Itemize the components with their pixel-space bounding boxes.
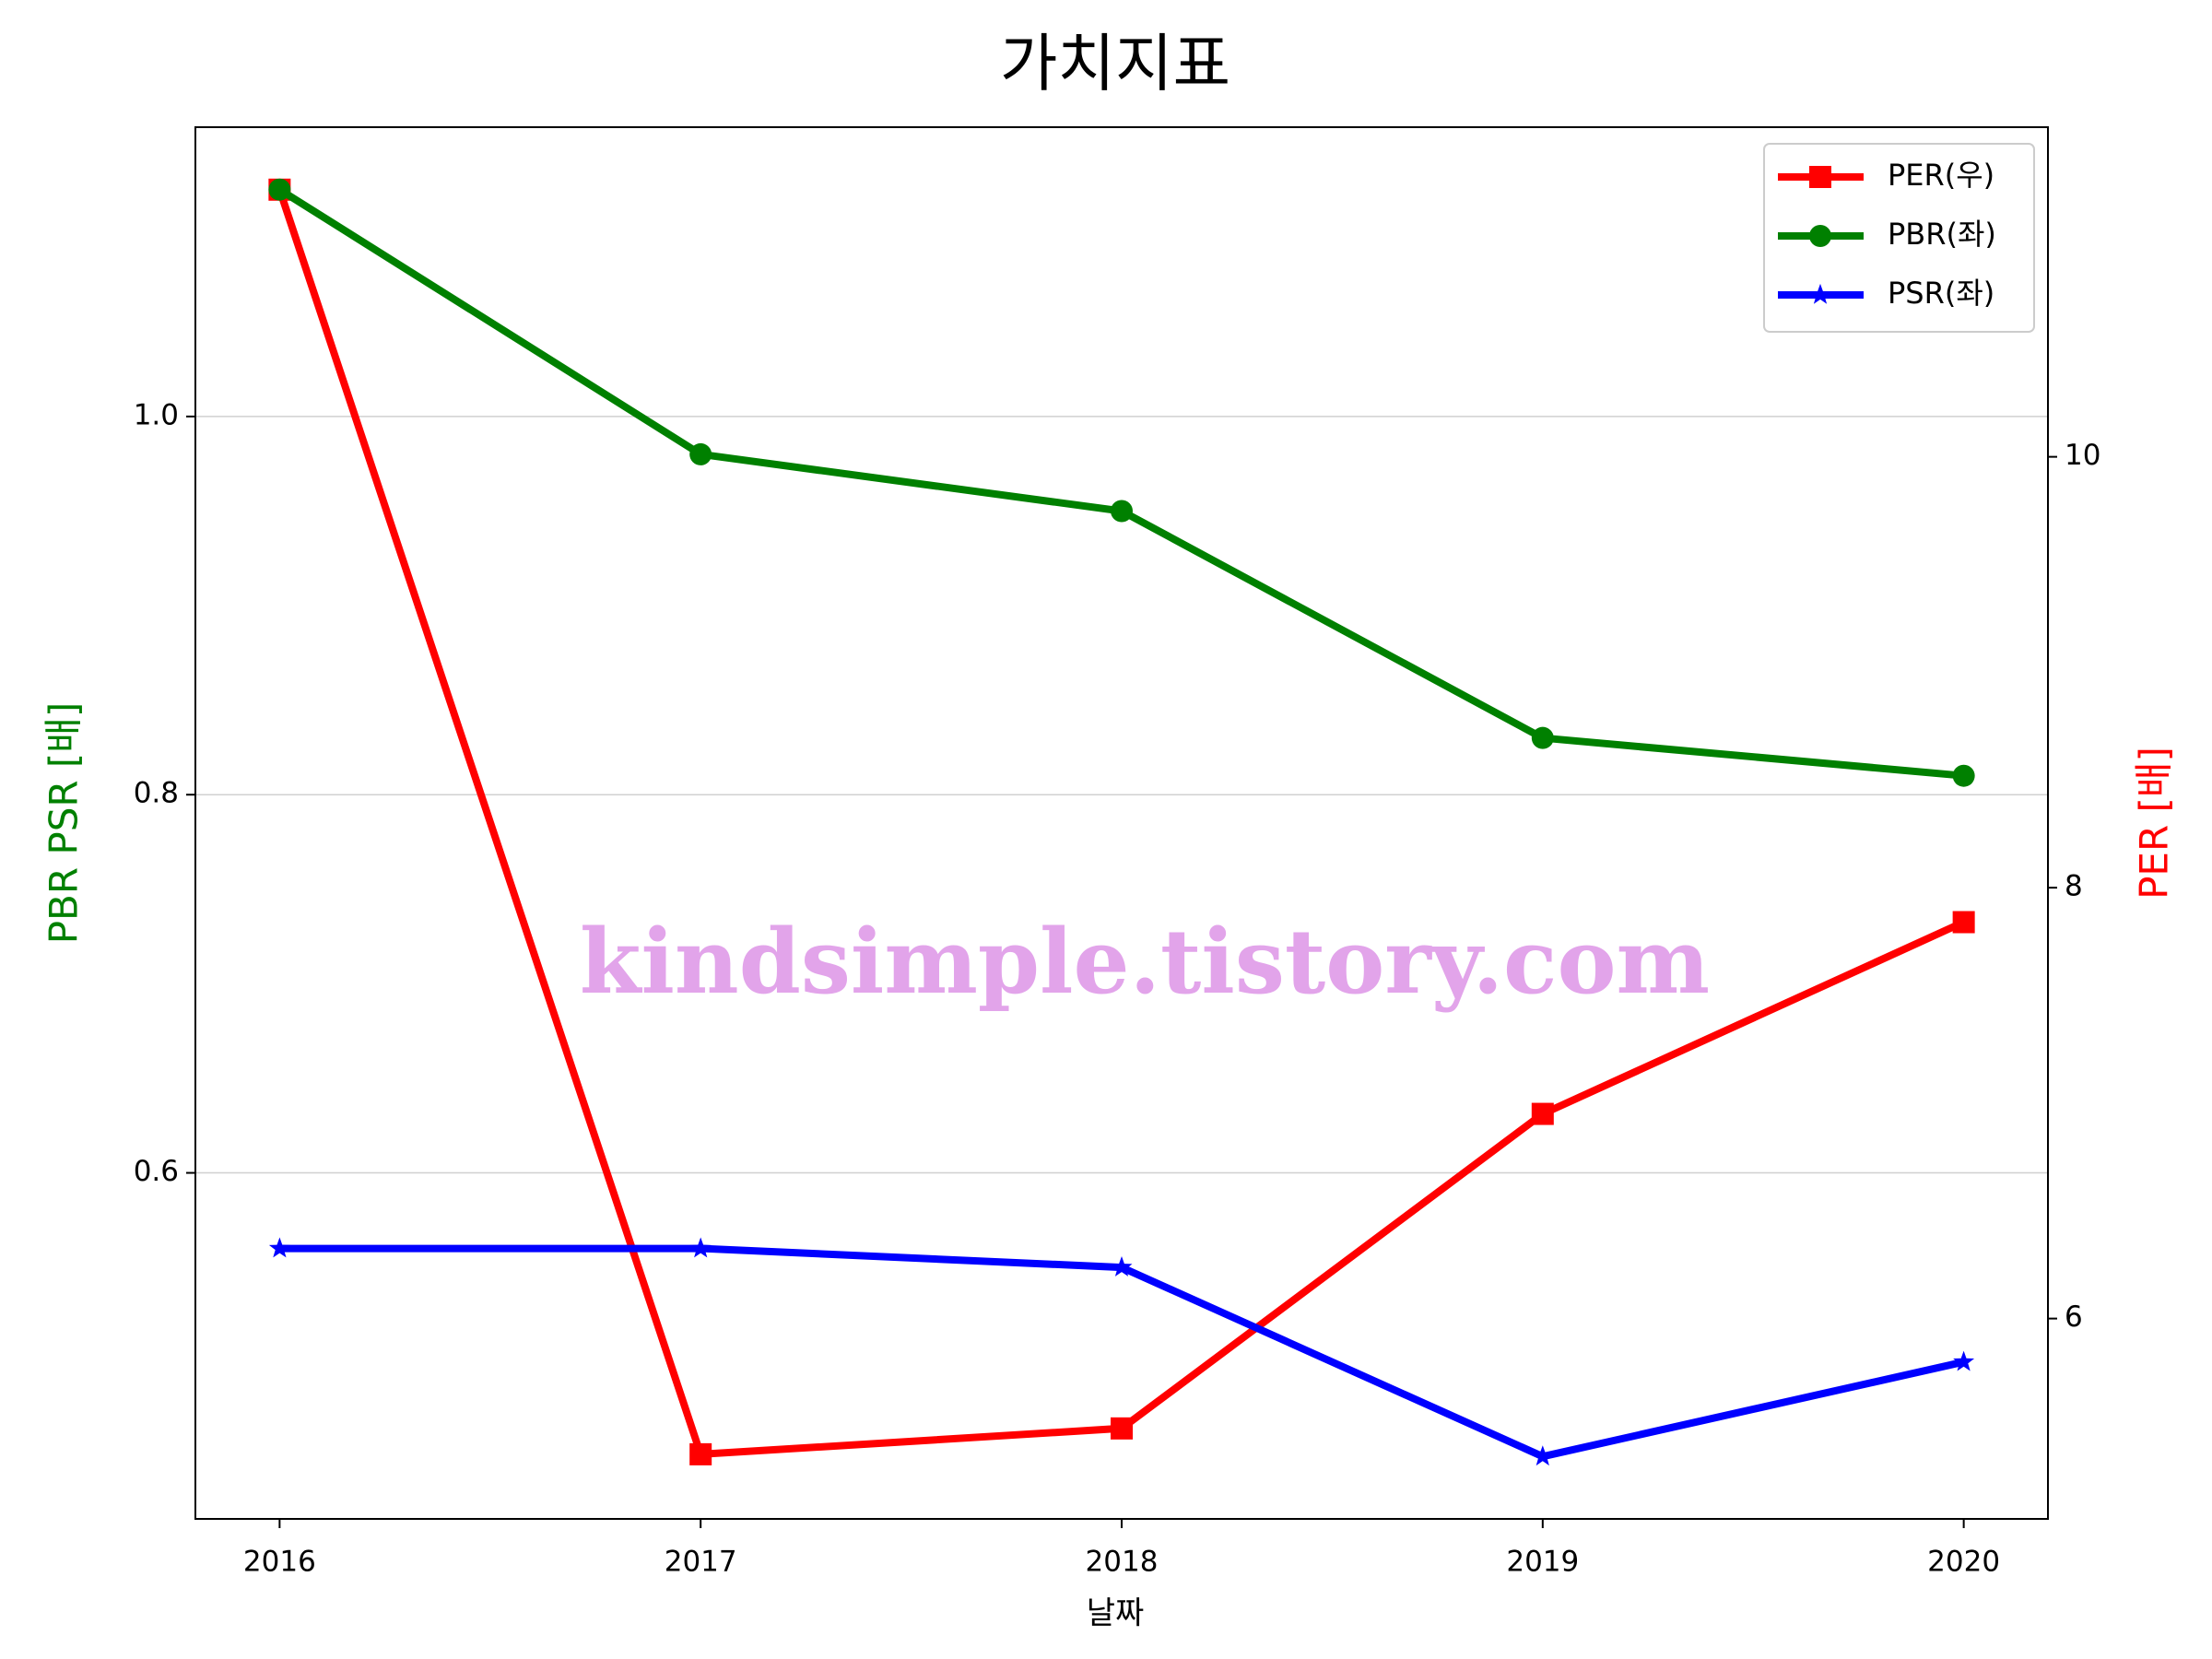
x-tick-label: 2019 — [1506, 1546, 1579, 1579]
marker — [1953, 1350, 1975, 1371]
marker — [1531, 726, 1554, 749]
x-tick-label: 2017 — [665, 1546, 737, 1579]
marker — [1111, 500, 1133, 523]
series-line — [277, 186, 1964, 780]
marker — [689, 1237, 712, 1258]
marker — [689, 442, 712, 465]
x-axis-label: 날짜 — [1087, 1595, 1145, 1632]
y2-axis-label: PER [배] — [2132, 747, 2177, 900]
y2-tick-label: 10 — [2065, 439, 2100, 472]
legend-label: PSR(좌) — [1888, 276, 1994, 311]
legend-label: PBR(좌) — [1888, 217, 1996, 252]
marker — [1531, 1102, 1554, 1125]
legend-label: PER(우) — [1888, 158, 1994, 193]
y2-tick-label: 6 — [2065, 1300, 2083, 1334]
marker — [1809, 166, 1831, 188]
y-tick-label: 0.6 — [134, 1155, 179, 1188]
marker — [268, 1237, 290, 1258]
marker — [1952, 911, 1975, 934]
y2-tick-label: 8 — [2065, 870, 2083, 903]
marker — [1952, 764, 1975, 787]
chart-title: 가치지표 — [1000, 29, 1230, 101]
marker — [268, 178, 291, 201]
x-tick-label: 2018 — [1086, 1546, 1159, 1579]
y-tick-label: 1.0 — [134, 398, 179, 431]
watermark: kindsimple.tistory.com — [580, 910, 1710, 1014]
marker — [1809, 225, 1831, 247]
y-axis-label: PBR PSR [배] — [41, 702, 87, 945]
marker — [1809, 283, 1831, 304]
marker — [689, 1442, 712, 1465]
x-tick-label: 2020 — [1927, 1546, 2000, 1579]
marker — [1111, 1417, 1133, 1440]
y-tick-label: 0.8 — [134, 777, 179, 810]
plot-frame — [194, 126, 2049, 1520]
legend-box — [1763, 143, 2035, 333]
x-tick-label: 2016 — [243, 1546, 316, 1579]
marker — [1532, 1445, 1554, 1466]
legend: PER(우) PBR(좌) PSR(좌) — [1763, 143, 2035, 333]
marker — [1111, 1256, 1133, 1277]
